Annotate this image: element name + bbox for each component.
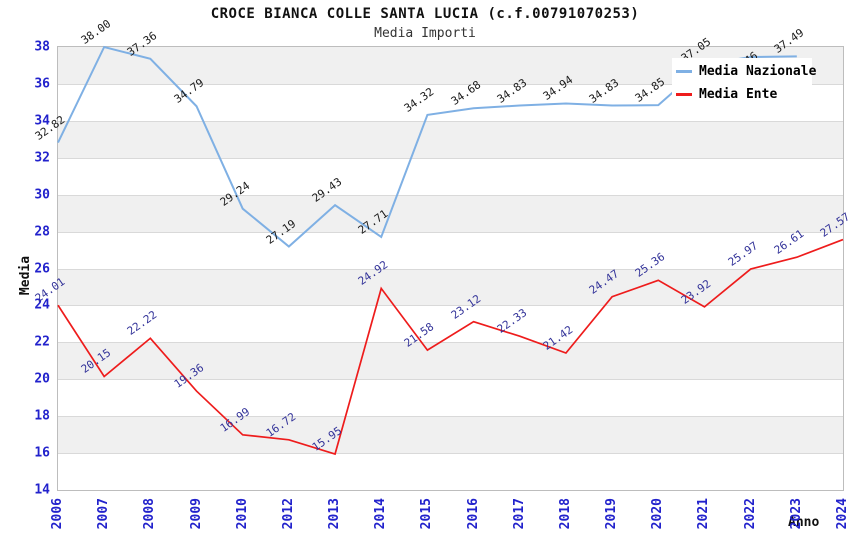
y-axis-tick: 28 (34, 224, 50, 240)
x-axis-tick: 2008 (142, 498, 158, 530)
y-axis-tick: 24 (34, 297, 50, 313)
x-axis-tick: 2019 (604, 498, 620, 530)
x-axis-tick: 2015 (419, 498, 435, 530)
x-axis-tick: 2006 (50, 498, 65, 530)
x-axis-tick: 2021 (696, 498, 712, 530)
plot-border (57, 46, 844, 491)
x-axis-tick: 2014 (373, 498, 389, 530)
legend-line-sample-ente (676, 93, 692, 96)
x-axis-tick: 2013 (327, 498, 343, 530)
x-axis-tick: 2007 (96, 498, 112, 530)
legend-line-sample-nazionale (676, 70, 692, 73)
y-axis-tick: 36 (34, 76, 50, 92)
y-axis-tick: 16 (34, 445, 50, 461)
x-axis-tick: 2020 (650, 498, 666, 530)
x-axis-tick: 2009 (188, 498, 204, 530)
y-axis-tick: 14 (34, 482, 50, 498)
y-axis-tick: 26 (34, 261, 50, 276)
y-axis-tick: 18 (34, 408, 50, 424)
y-axis-tick: 22 (34, 334, 50, 350)
x-axis-tick: 2016 (465, 498, 481, 530)
legend-label: Media Nazionale (699, 64, 817, 79)
y-axis-tick: 34 (34, 113, 50, 129)
legend: Media Nazionale Media Ente (672, 58, 816, 108)
legend-label: Media Ente (699, 87, 778, 102)
x-axis-tick: 2017 (511, 498, 527, 530)
x-axis-tick: 2022 (742, 498, 758, 530)
chart-subtitle: Media Importi (374, 26, 476, 41)
x-axis-tick: 2010 (234, 498, 250, 530)
legend-item-media-ente: Media Ente (672, 87, 812, 102)
plot-band (58, 453, 843, 490)
legend-item-media-nazionale: Media Nazionale (672, 64, 816, 79)
y-axis-tick: 32 (34, 150, 50, 166)
y-axis-tick: 20 (34, 371, 50, 387)
x-axis-tick: 2018 (557, 498, 573, 530)
y-axis-tick: 30 (34, 187, 50, 203)
chart-title: CROCE BIANCA COLLE SANTA LUCIA (c.f.0079… (210, 6, 640, 22)
x-axis-tick: 2023 (788, 498, 804, 530)
x-axis-tick: 2012 (280, 498, 296, 530)
y-axis-tick: 38 (34, 39, 50, 55)
x-axis-tick: 2024 (835, 498, 850, 530)
x-axis-title: Anno (788, 515, 820, 530)
